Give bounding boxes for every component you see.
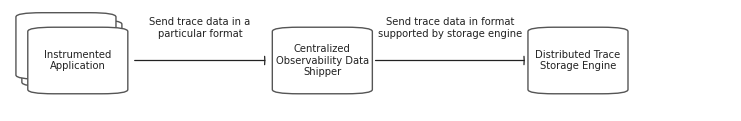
Text: Instrumented
Application: Instrumented Application bbox=[44, 50, 111, 71]
Text: Centralized
Observability Data
Shipper: Centralized Observability Data Shipper bbox=[276, 44, 369, 77]
FancyBboxPatch shape bbox=[528, 27, 628, 94]
FancyBboxPatch shape bbox=[27, 27, 127, 94]
Text: Send trace data in format
supported by storage engine: Send trace data in format supported by s… bbox=[378, 17, 522, 39]
FancyBboxPatch shape bbox=[22, 20, 122, 87]
FancyBboxPatch shape bbox=[16, 13, 116, 79]
Text: Send trace data in a
particular format: Send trace data in a particular format bbox=[150, 17, 250, 39]
FancyBboxPatch shape bbox=[273, 27, 372, 94]
Text: Distributed Trace
Storage Engine: Distributed Trace Storage Engine bbox=[535, 50, 621, 71]
